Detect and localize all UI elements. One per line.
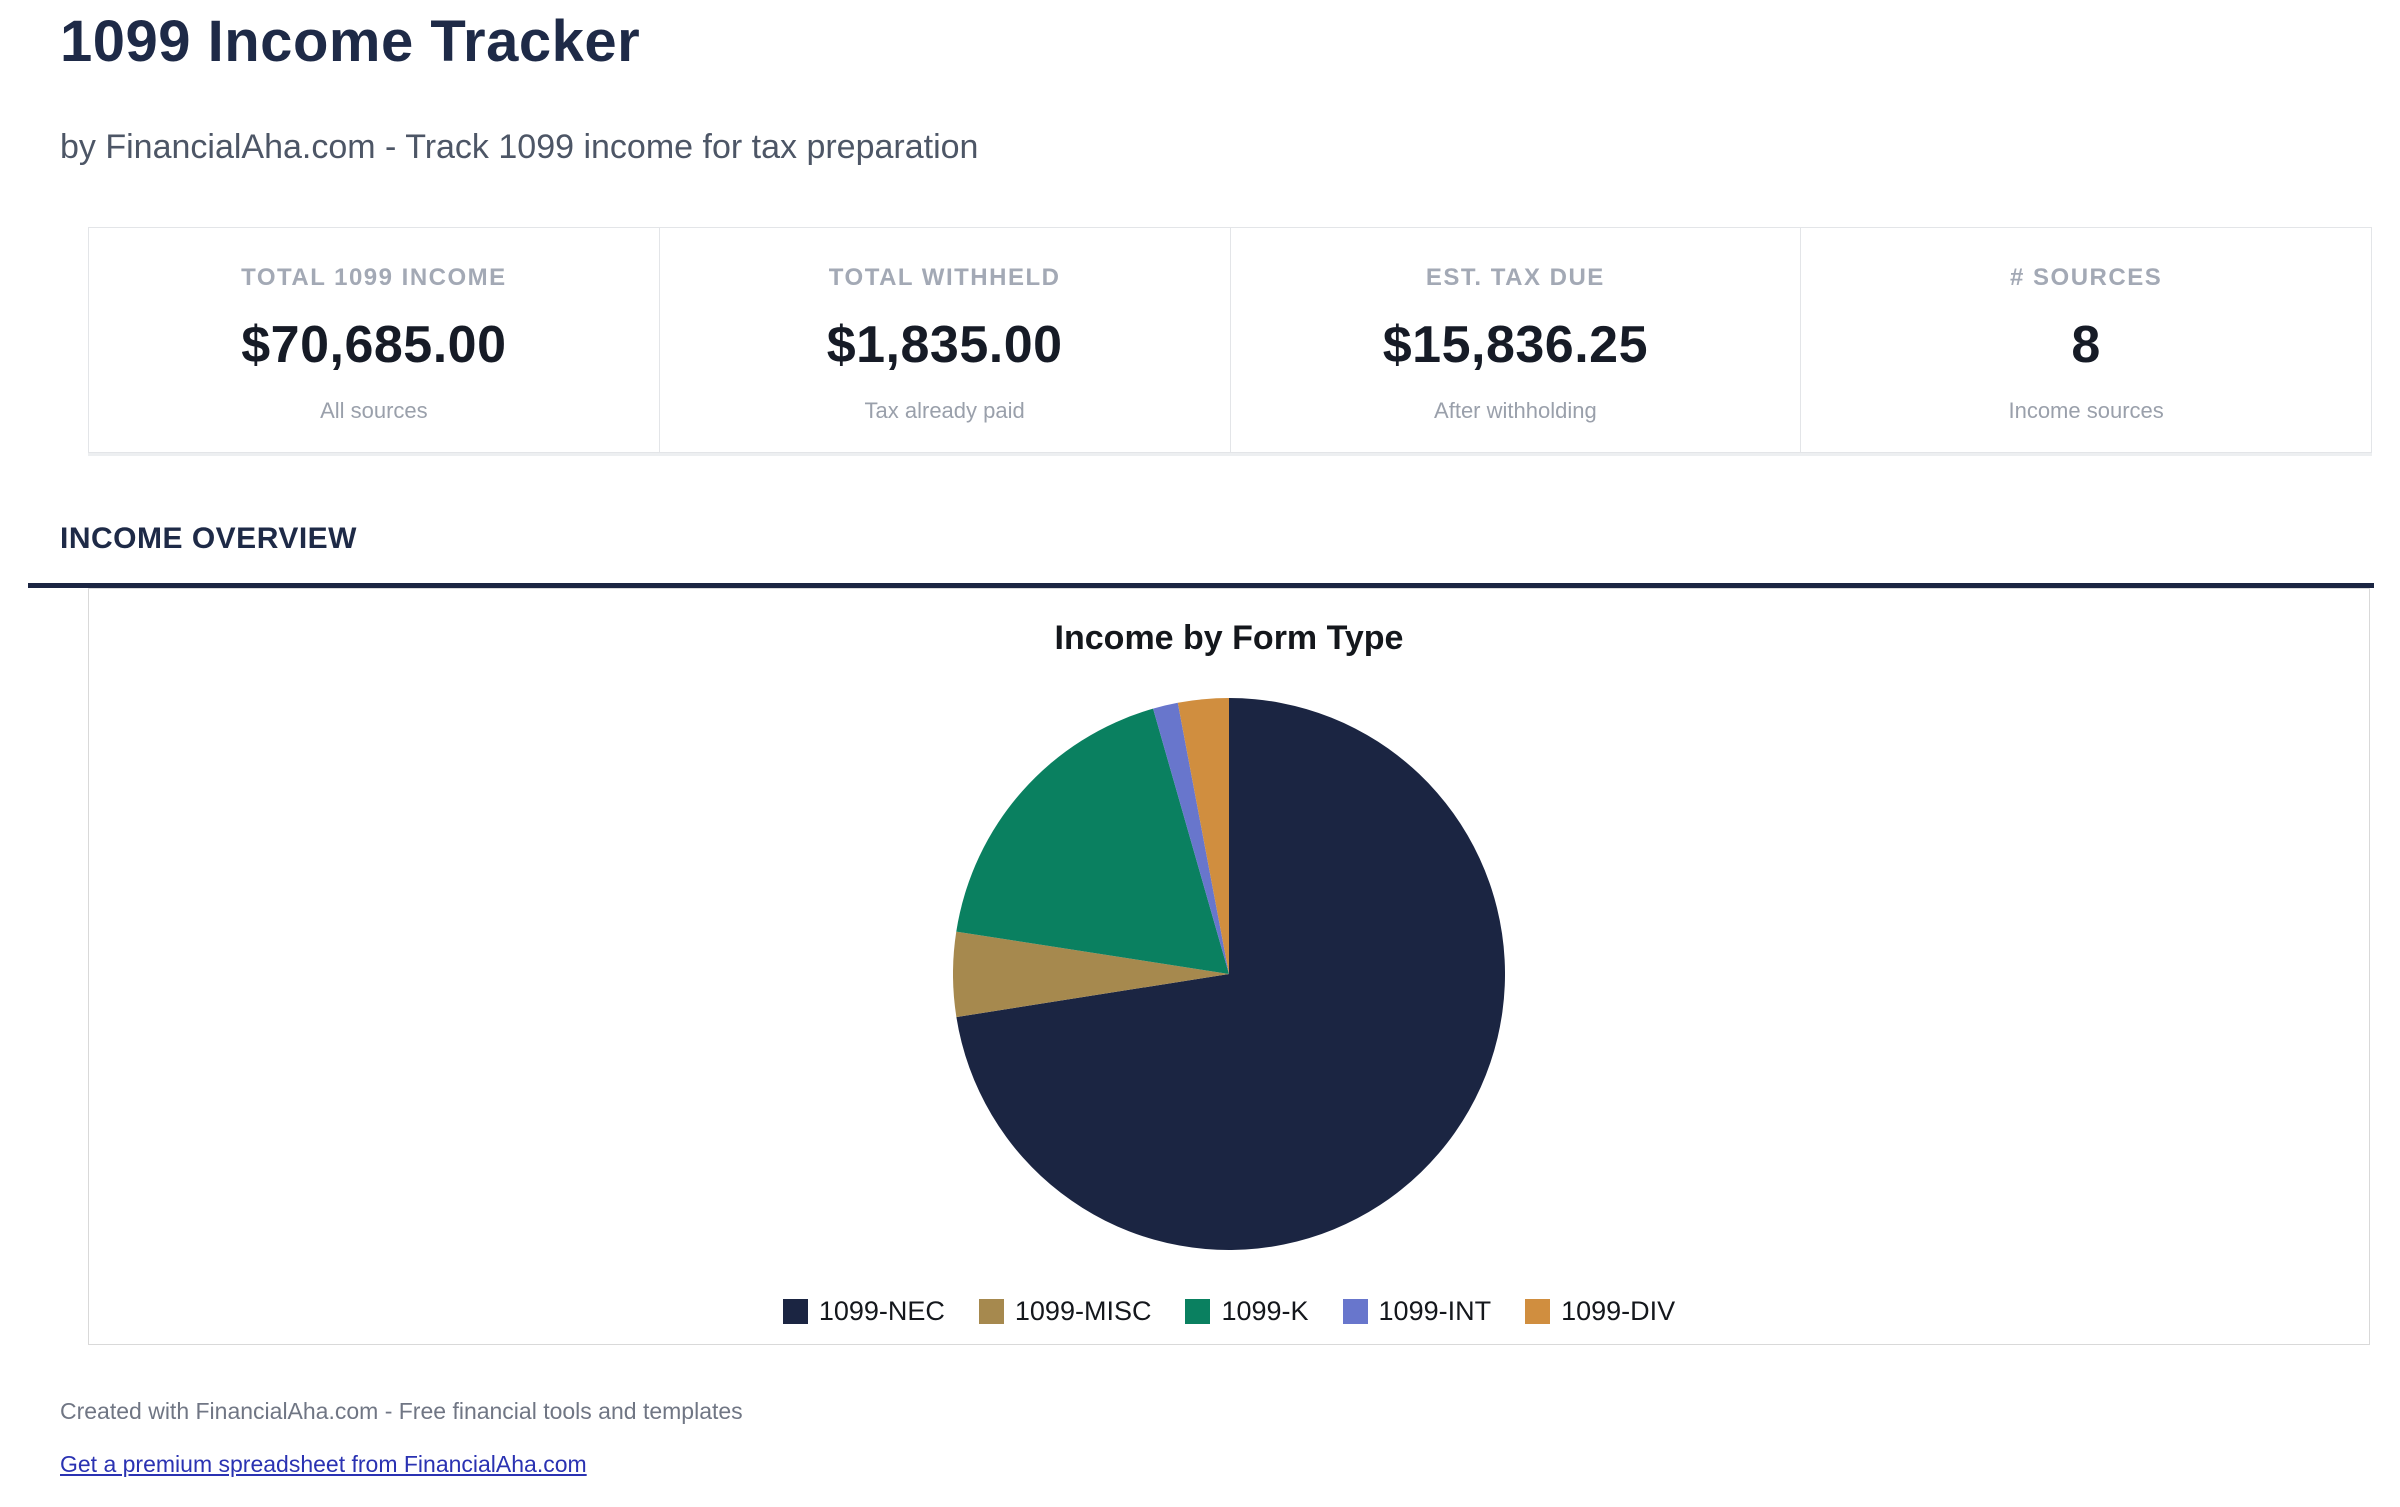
stat-label: EST. TAX DUE xyxy=(1425,264,1605,291)
stat-card-total-income: TOTAL 1099 INCOME $70,685.00 All sources xyxy=(89,228,659,452)
legend-item-1099-k[interactable]: 1099-K xyxy=(1185,1296,1309,1327)
stat-value: $1,835.00 xyxy=(826,316,1063,374)
stat-value: $15,836.25 xyxy=(1382,316,1648,374)
stat-sublabel: Income sources xyxy=(2008,398,2164,423)
stat-sublabel: After withholding xyxy=(1434,398,1597,423)
legend-item-1099-int[interactable]: 1099-INT xyxy=(1342,1296,1492,1327)
legend-label: 1099-DIV xyxy=(1561,1296,1676,1326)
stat-value: $70,685.00 xyxy=(241,316,507,374)
legend-swatch-1099-misc xyxy=(978,1299,1004,1324)
chart-panel: Income by Form Type 1099-NEC 1099-MISC 1… xyxy=(88,588,2370,1345)
legend-label: 1099-MISC xyxy=(1014,1296,1152,1326)
legend-item-1099-nec[interactable]: 1099-NEC xyxy=(782,1296,945,1327)
legend-item-1099-div[interactable]: 1099-DIV xyxy=(1525,1296,1675,1327)
pie-chart[interactable] xyxy=(953,698,1505,1250)
footer-credit: Created with FinancialAha.com - Free fin… xyxy=(60,1398,743,1424)
page-subtitle: by FinancialAha.com - Track 1099 income … xyxy=(60,128,979,166)
pie-slice-1099-div[interactable] xyxy=(1177,698,1229,974)
legend-swatch-1099-nec xyxy=(782,1299,808,1324)
section-heading: INCOME OVERVIEW xyxy=(60,522,357,555)
section-divider xyxy=(28,583,2374,588)
stat-card-num-sources: # SOURCES 8 Income sources xyxy=(1800,228,2371,452)
stat-card-total-withheld: TOTAL WITHHELD $1,835.00 Tax already pai… xyxy=(658,228,1230,452)
legend-label: 1099-K xyxy=(1221,1296,1309,1326)
footer-premium-link[interactable]: Get a premium spreadsheet from Financial… xyxy=(60,1451,587,1477)
stat-label: TOTAL 1099 INCOME xyxy=(241,264,507,291)
chart-legend: 1099-NEC 1099-MISC 1099-K 1099-INT 1099-… xyxy=(782,1296,1675,1327)
chart-title: Income by Form Type xyxy=(1054,619,1404,657)
legend-label: 1099-INT xyxy=(1378,1296,1492,1326)
stats-row: TOTAL 1099 INCOME $70,685.00 All sources… xyxy=(88,227,2372,453)
pie-slice-1099-int[interactable] xyxy=(1153,702,1229,974)
stat-card-est-tax-due: EST. TAX DUE $15,836.25 After withholdin… xyxy=(1229,228,1801,452)
legend-swatch-1099-div xyxy=(1525,1299,1551,1324)
pie-slice-1099-k[interactable] xyxy=(956,708,1229,974)
stat-sublabel: All sources xyxy=(320,398,428,423)
legend-swatch-1099-k xyxy=(1185,1299,1211,1324)
stat-label: TOTAL WITHHELD xyxy=(828,264,1061,291)
legend-label: 1099-NEC xyxy=(818,1296,945,1326)
stat-value: 8 xyxy=(2071,316,2101,374)
page-title: 1099 Income Tracker xyxy=(60,9,641,74)
legend-item-1099-misc[interactable]: 1099-MISC xyxy=(978,1296,1152,1327)
legend-swatch-1099-int xyxy=(1342,1299,1368,1324)
pie-slice-1099-misc[interactable] xyxy=(953,931,1229,1018)
pie-slice-1099-nec[interactable] xyxy=(956,698,1505,1250)
stat-label: # SOURCES xyxy=(2010,264,2163,291)
stat-sublabel: Tax already paid xyxy=(864,398,1025,423)
